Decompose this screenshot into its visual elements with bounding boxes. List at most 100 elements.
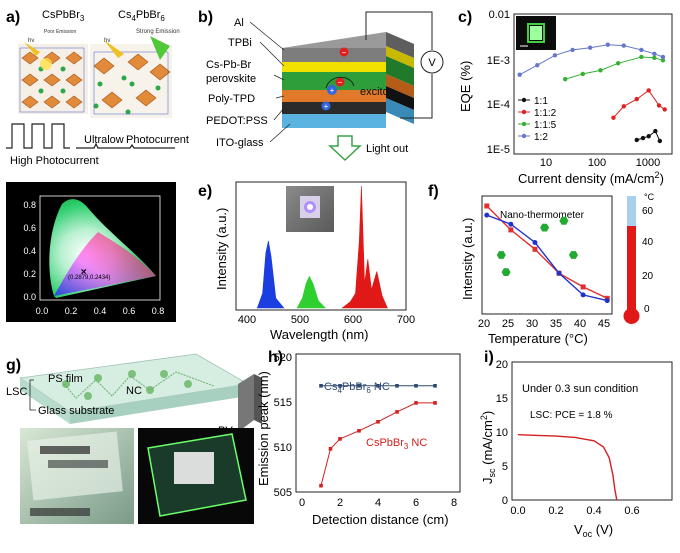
d-xtick: 0.0: [36, 306, 49, 316]
h-xlabel: Detection distance (cm): [312, 512, 449, 527]
c-xtick: 10: [540, 157, 552, 169]
f-xtick: 40: [574, 318, 586, 330]
c-plot-frame: [513, 13, 673, 155]
panel-g-label: g): [6, 357, 21, 374]
a-right-emission: Strong Emission: [136, 29, 180, 35]
h-data-point: [357, 384, 361, 388]
h-data-point: [414, 384, 418, 388]
c-ytick: 1E-3: [487, 55, 510, 67]
f-data-point: [484, 203, 490, 209]
f-series-line: [486, 205, 608, 299]
f-data-point: [569, 251, 578, 259]
cie-gamut-shape: [49, 199, 156, 298]
c-data-marks: [517, 42, 667, 144]
svg-text:20: 20: [642, 271, 654, 282]
c-data-point: [653, 128, 658, 134]
f-data-point: [532, 239, 538, 245]
h-data-point: [319, 384, 323, 388]
svg-text:0: 0: [644, 304, 650, 315]
c-series-line: [613, 89, 665, 119]
i-xtick: 0.4: [586, 505, 601, 517]
layer-al: [282, 48, 386, 62]
c-data-point: [580, 71, 586, 77]
c-data-point: [657, 138, 663, 144]
panel-a: a) CsPbBr3 Cs4PbBr6 Poor Emission Strong…: [6, 9, 189, 167]
e-xtick: 700: [397, 314, 415, 326]
c-data-point: [615, 61, 621, 66]
c-legend: 1:11:1:21:1:51:2: [518, 96, 557, 143]
e-xtick: 500: [291, 314, 309, 326]
panel-f: f) Nano-thermometer 20 25 30 35 40 45 Te…: [428, 183, 655, 346]
h-xtick: 8: [451, 497, 457, 509]
d-xtick: 0.4: [94, 306, 107, 316]
a-hv-left: hv: [28, 38, 34, 44]
svg-text:ITO-glass: ITO-glass: [216, 137, 264, 149]
h-ytick: 520: [274, 352, 292, 364]
a-high-photocurrent: High Photocurrent: [10, 155, 99, 167]
f-data-point: [559, 216, 569, 225]
svg-text:TPBi: TPBi: [228, 37, 252, 49]
c-data-point: [598, 68, 603, 73]
e-xlabel: Wavelength (nm): [270, 327, 369, 342]
f-ylabel: Intensity (a.u.): [460, 218, 475, 300]
h-data-point: [338, 384, 342, 388]
h-data-point: [395, 410, 399, 414]
c-series-line: [519, 44, 664, 76]
h-xtick: 2: [337, 497, 343, 509]
h-data-marks: [319, 384, 437, 488]
e-xtick: 400: [238, 314, 256, 326]
i-annotation-1: Under 0.3 sun condition: [522, 383, 638, 395]
f-data-point: [501, 268, 511, 276]
c-y-ticks: 0.01 1E-3 1E-4 1E-5: [487, 9, 510, 156]
svg-text:Cs-Pb-Br: Cs-Pb-Br: [206, 59, 252, 71]
light-out-label: Light out: [366, 143, 408, 155]
d-ytick: 0.0: [23, 292, 36, 302]
svg-text:PEDOT:PSS: PEDOT:PSS: [206, 115, 268, 127]
f-data-marks: [484, 203, 610, 304]
f-xtick: 20: [478, 318, 490, 330]
e-xtick: 600: [344, 314, 362, 326]
i-plot-frame: [511, 361, 673, 501]
exciton-label: exciton: [360, 86, 395, 98]
c-data-point: [634, 96, 639, 102]
f-data-point: [580, 284, 586, 290]
h-xtick: 0: [299, 497, 305, 509]
d-ytick: 0.8: [23, 200, 36, 210]
cie-point-marker: ×: [81, 267, 87, 278]
h-xtick: 6: [413, 497, 419, 509]
thermo-ticks: 60 40 20 0: [642, 206, 654, 315]
g-glass: Glass substrate: [38, 405, 114, 417]
c-data-point: [652, 51, 657, 57]
f-data-point: [508, 227, 514, 233]
panel-f-label: f): [428, 183, 439, 200]
a-left-title: CsPbBr3: [42, 9, 85, 23]
g-lsc: LSC: [6, 386, 27, 398]
h-ylabel: Emission peak (nm): [256, 371, 271, 486]
g-nc: NC: [126, 385, 142, 397]
svg-text:Al: Al: [234, 17, 244, 29]
i-ytick: 15: [496, 393, 508, 405]
c-xtick: 1000: [636, 157, 660, 169]
a-photocurrent: Photocurrent: [126, 134, 189, 146]
ultralow-photocurrent-trace: [76, 142, 175, 149]
f-data-point: [508, 221, 514, 227]
d-xtick: 0.8: [152, 306, 165, 316]
h-series-a-label: Cs4PbBr6 NC: [324, 381, 390, 395]
c-data-point: [535, 62, 540, 68]
light-out-arrow-icon: [328, 135, 362, 162]
i-x-ticks: 0.0 0.2 0.4 0.6: [510, 505, 639, 517]
h-ytick: 515: [274, 397, 292, 409]
thermo-unit: °C: [644, 192, 655, 202]
h-data-point: [433, 384, 437, 388]
a-ultralow: Ultralow: [84, 134, 124, 146]
h-x-ticks: 0 2 4 6 8: [299, 497, 457, 509]
h-data-point: [328, 447, 333, 451]
layer-perovskite: [282, 72, 386, 90]
i-y-ticks: 0 5 10 15 20: [496, 359, 508, 507]
e-ylabel: Intensity (a.u.): [214, 208, 229, 290]
i-xlabel: Voc (V): [574, 522, 613, 539]
c-inset-photo: [516, 16, 556, 50]
lsc-photo-daylight: [20, 428, 134, 524]
c-data-point: [639, 54, 644, 60]
